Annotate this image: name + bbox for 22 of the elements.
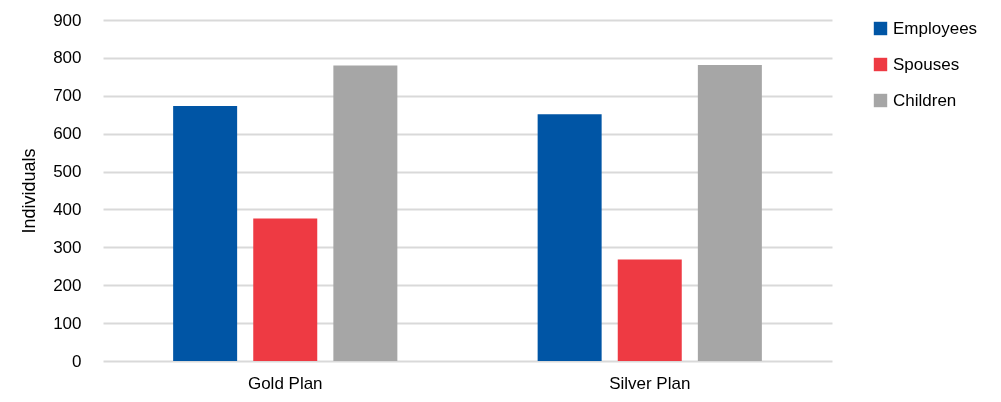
x-tick-label: Gold Plan — [247, 373, 323, 393]
bar — [697, 65, 762, 361]
legend-label: Employees — [893, 18, 978, 38]
y-tick-label: 0 — [72, 351, 82, 371]
y-tick-label: 200 — [53, 275, 82, 295]
legend-label: Children — [893, 90, 957, 110]
legend-label: Spouses — [893, 54, 960, 74]
y-tick-label: 700 — [53, 86, 82, 106]
y-tick-label: 600 — [53, 124, 82, 144]
bar — [173, 106, 238, 361]
bar — [333, 65, 398, 361]
x-tick-label: Silver Plan — [609, 373, 691, 393]
y-tick-label: 900 — [53, 10, 82, 30]
y-tick-label: 300 — [53, 237, 82, 257]
bar — [537, 114, 602, 361]
y-tick-label: 800 — [53, 48, 82, 68]
y-tick-label: 100 — [53, 313, 82, 333]
y-tick-label: 500 — [53, 162, 82, 182]
bar — [617, 259, 682, 361]
bar — [253, 218, 318, 361]
y-tick-label: 400 — [53, 199, 82, 219]
y-axis-title: Individuals — [19, 148, 40, 234]
